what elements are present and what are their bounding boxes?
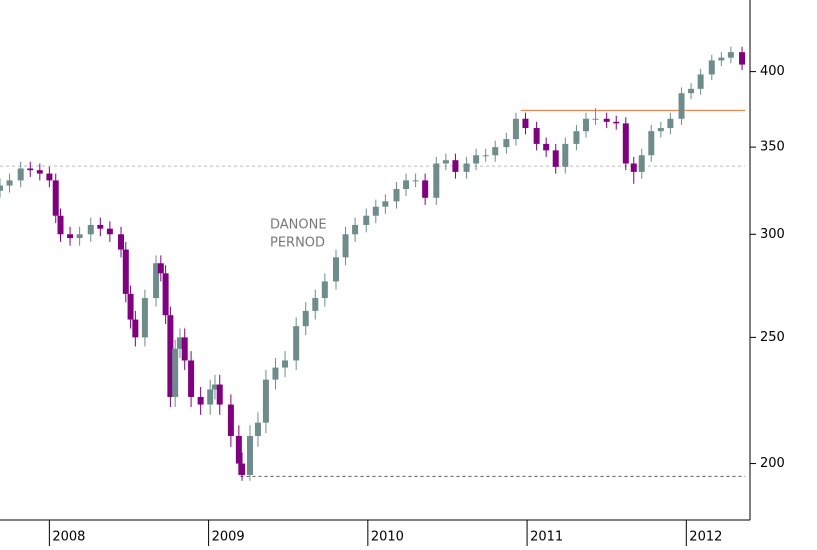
y-tick-label: 200 (760, 456, 785, 471)
candle-body (239, 463, 246, 475)
candle-body (87, 224, 94, 235)
candle-body (118, 234, 125, 250)
candle-body (27, 168, 34, 171)
candle-body (688, 88, 695, 94)
candle-body (293, 326, 300, 361)
candle-body (363, 215, 370, 225)
candle-body (463, 163, 470, 172)
candle-body (211, 384, 218, 390)
y-tick-label: 300 (760, 227, 785, 242)
candle-body (272, 367, 279, 380)
candle-body (17, 168, 24, 181)
x-tick-label: 2012 (689, 530, 722, 545)
candle-body (132, 319, 139, 338)
candle-body (247, 435, 253, 475)
candle-body (382, 201, 389, 207)
candle-body (592, 118, 599, 120)
candle-body (352, 224, 359, 235)
candle-body (176, 337, 183, 349)
candle-body (188, 360, 195, 397)
candle-body (678, 93, 685, 119)
candle-body (52, 180, 59, 216)
candle-body (552, 150, 559, 167)
x-tick-label: 2010 (371, 530, 404, 545)
candle-body (67, 234, 74, 239)
candle-body (235, 435, 242, 464)
candle-body (522, 118, 529, 129)
candle-body (422, 180, 429, 198)
candle-body (648, 131, 655, 156)
y-tick-label: 350 (760, 140, 785, 155)
annotation: PERNOD (270, 236, 325, 251)
candle-body (282, 360, 289, 368)
candle-body (512, 118, 519, 140)
candle-body (57, 215, 64, 235)
candle-body (302, 310, 309, 327)
candle-body (122, 249, 129, 294)
candle-body (141, 298, 148, 338)
candle-body (492, 147, 499, 156)
candle-body (403, 180, 410, 190)
candle-body (482, 155, 489, 157)
candle-body (216, 384, 223, 405)
candle-body (181, 337, 188, 361)
candle-body (739, 52, 746, 65)
candle-body (342, 234, 349, 258)
candle-body (157, 263, 164, 274)
candle-body (543, 143, 550, 151)
candle-body (638, 155, 645, 172)
candle-body (393, 189, 400, 202)
candle-body (162, 273, 169, 316)
x-tick-label: 2009 (212, 530, 245, 545)
candle-body (630, 163, 637, 172)
candle-body (708, 60, 715, 75)
candle-body (254, 422, 261, 436)
candle-body (106, 228, 113, 235)
candle-body (603, 118, 610, 122)
candle-body (473, 155, 480, 164)
candle-body (172, 348, 179, 397)
candle-body (573, 131, 580, 144)
candle-body (97, 224, 104, 229)
candle-body (0, 185, 3, 191)
candle-body (503, 139, 510, 148)
x-tick-label: 2008 (52, 530, 85, 545)
candle-body (6, 180, 13, 186)
candle-body (582, 118, 589, 132)
x-tick-label: 2011 (530, 530, 563, 545)
candle-body (412, 180, 419, 182)
candle-body (167, 315, 174, 397)
candle-body (36, 170, 43, 174)
y-tick-label: 250 (760, 330, 785, 345)
candle-body (332, 257, 339, 282)
candle-body (153, 263, 160, 299)
candle-body (227, 404, 234, 436)
candle-body (46, 173, 53, 181)
candle-body (207, 389, 214, 405)
candle-body (372, 206, 379, 216)
candle-body (127, 293, 134, 320)
candle-body (562, 143, 569, 167)
candle-body (197, 396, 204, 405)
annotation: DANONE (270, 218, 327, 233)
candle-body (312, 298, 319, 311)
candle-body (442, 160, 449, 164)
candle-body (321, 281, 328, 299)
candle-body (697, 74, 704, 89)
candle-body (657, 128, 664, 132)
candle-body (727, 52, 734, 58)
candle-body (718, 57, 725, 61)
candle-body (533, 128, 540, 144)
candle-body (622, 123, 629, 164)
candle-body (613, 121, 620, 124)
candle-body (76, 234, 83, 239)
candle-body (262, 379, 269, 423)
candle-body (667, 118, 674, 129)
candle-body (433, 163, 440, 198)
candle-body (452, 160, 459, 172)
y-tick-label: 400 (760, 64, 785, 79)
